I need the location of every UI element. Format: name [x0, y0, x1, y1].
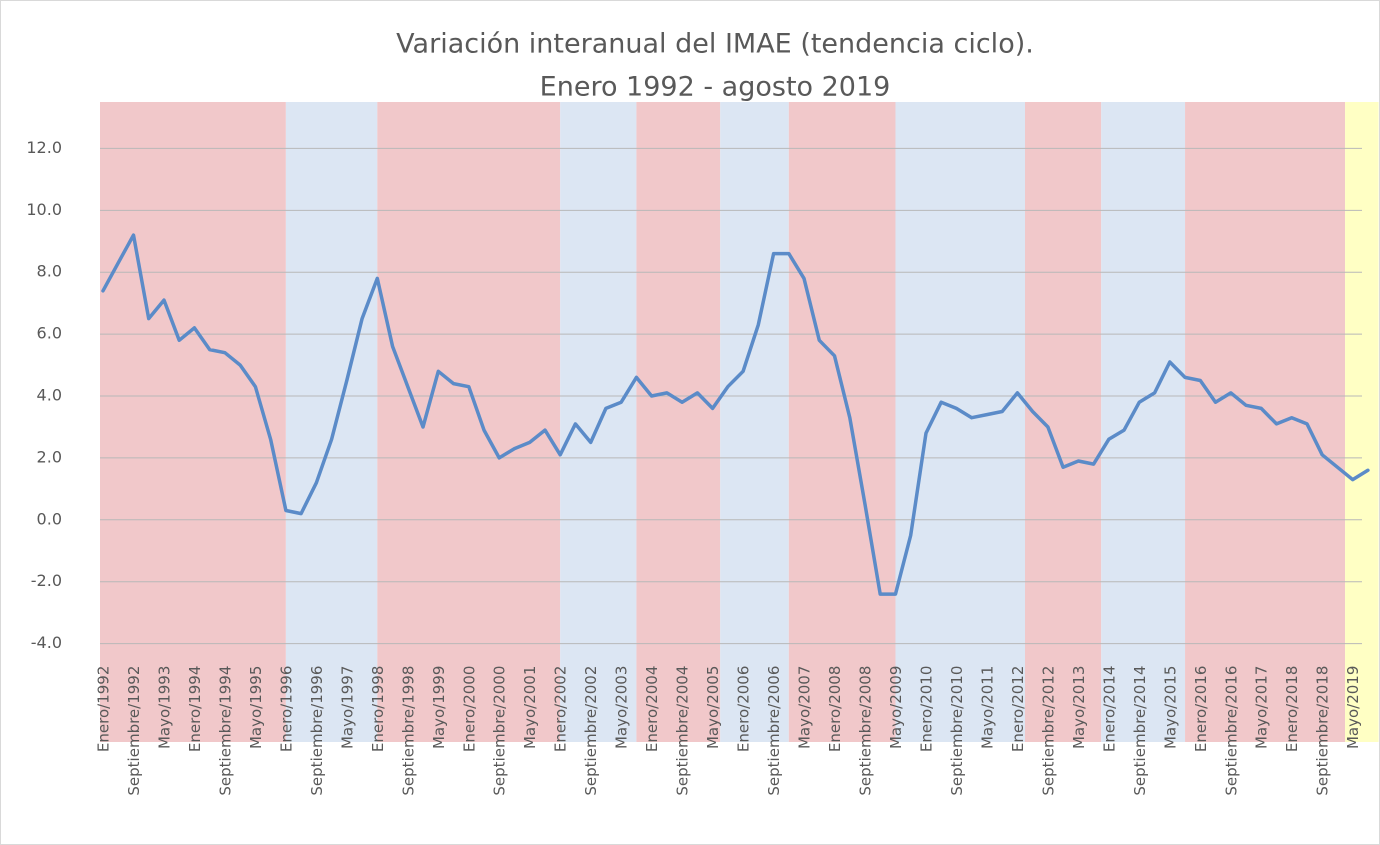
x-tick-label: Septiembre/1998 — [399, 666, 417, 796]
x-tick-label: Septiembre/2016 — [1222, 666, 1240, 796]
y-tick-label: 4.0 — [37, 386, 62, 405]
period-band — [720, 102, 789, 742]
chart-title: Variación interanual del IMAE (tendencia… — [396, 29, 1034, 60]
period-band — [895, 102, 1026, 742]
label-layer: -4.0 -2.0 0.0 2.0 4.0 6.0 8.0 10.0 12.0 Enero/199… — [26, 138, 1362, 796]
x-tick-label: Septiembre/2000 — [491, 666, 509, 796]
x-tick-label: Mayo/1993 — [155, 666, 173, 749]
x-tick-label: Mayo/1997 — [338, 666, 356, 749]
x-tick-label: Enero/2006 — [735, 666, 753, 752]
x-tick-label: Enero/2018 — [1283, 666, 1301, 752]
x-tick-label: Enero/1994 — [186, 666, 204, 752]
x-tick-label: Mayo/2005 — [704, 666, 722, 749]
x-tick-label: Enero/1998 — [369, 666, 387, 752]
x-tick-label: Septiembre/1992 — [125, 666, 143, 796]
x-tick-label: Mayo/2003 — [613, 666, 631, 749]
x-tick-label: Septiembre/1994 — [216, 666, 234, 796]
x-tick-label: Mayo/2017 — [1253, 666, 1271, 749]
grid-layer — [100, 147, 1362, 645]
period-band — [100, 102, 286, 742]
y-tick-label: 12.0 — [26, 138, 62, 157]
x-tick-label: Enero/2002 — [552, 666, 570, 752]
x-tick-label: Septiembre/1996 — [308, 666, 326, 796]
x-tick-label: Mayo/2015 — [1161, 666, 1179, 749]
x-tick-label: Enero/2000 — [460, 666, 478, 752]
x-tick-label: Septiembre/2012 — [1039, 666, 1057, 796]
period-band — [1185, 102, 1346, 742]
x-tick-label: Enero/2014 — [1100, 666, 1118, 752]
y-tick-label: -2.0 — [31, 571, 62, 590]
x-tick-label: Septiembre/2018 — [1314, 666, 1332, 796]
x-tick-label: Septiembre/2008 — [857, 666, 875, 796]
x-tick-label: Septiembre/2004 — [674, 666, 692, 796]
period-band — [1101, 102, 1186, 742]
line-layer — [101, 233, 1370, 596]
x-tick-label: Mayo/1995 — [247, 666, 265, 749]
x-tick-label: Mayo/2009 — [887, 666, 905, 749]
period-band — [636, 102, 721, 742]
x-tick-label: Enero/2016 — [1192, 666, 1210, 752]
x-tick-label: Septiembre/2006 — [765, 666, 783, 796]
x-tick-label: Mayo/2007 — [796, 666, 814, 749]
x-tick-label: Septiembre/2010 — [948, 666, 966, 796]
period-band — [377, 102, 561, 742]
x-tick-label: Mayo/2019 — [1344, 666, 1362, 749]
period-band — [788, 102, 896, 742]
band-layer — [100, 102, 1379, 742]
x-tick-label: Enero/2012 — [1009, 666, 1027, 752]
chart-subtitle: Enero 1992 - agosto 2019 — [540, 72, 891, 103]
x-tick-label: Septiembre/2002 — [582, 666, 600, 796]
y-tick-label: 0.0 — [37, 509, 62, 528]
x-tick-label: Mayo/2011 — [978, 666, 996, 749]
period-band — [285, 102, 378, 742]
x-tick-label: Mayo/1999 — [430, 666, 448, 749]
x-tick-label: Enero/1996 — [277, 666, 295, 752]
x-tick-label: Septiembre/2014 — [1131, 666, 1149, 796]
x-tick-label: Enero/2008 — [826, 666, 844, 752]
x-tick-label: Enero/1992 — [95, 666, 113, 752]
period-band — [1345, 102, 1379, 742]
period-band — [1025, 102, 1102, 742]
y-tick-label: 8.0 — [37, 262, 62, 281]
data-line — [101, 233, 1370, 596]
y-tick-label: 10.0 — [26, 200, 62, 219]
x-tick-label: Enero/2010 — [917, 666, 935, 752]
x-tick-label: Mayo/2001 — [521, 666, 539, 749]
x-tick-label: Mayo/2013 — [1070, 666, 1088, 749]
x-tick-label: Enero/2004 — [643, 666, 661, 752]
y-tick-label: -4.0 — [31, 633, 62, 652]
y-tick-label: 2.0 — [37, 447, 62, 466]
y-tick-label: 6.0 — [37, 324, 62, 343]
